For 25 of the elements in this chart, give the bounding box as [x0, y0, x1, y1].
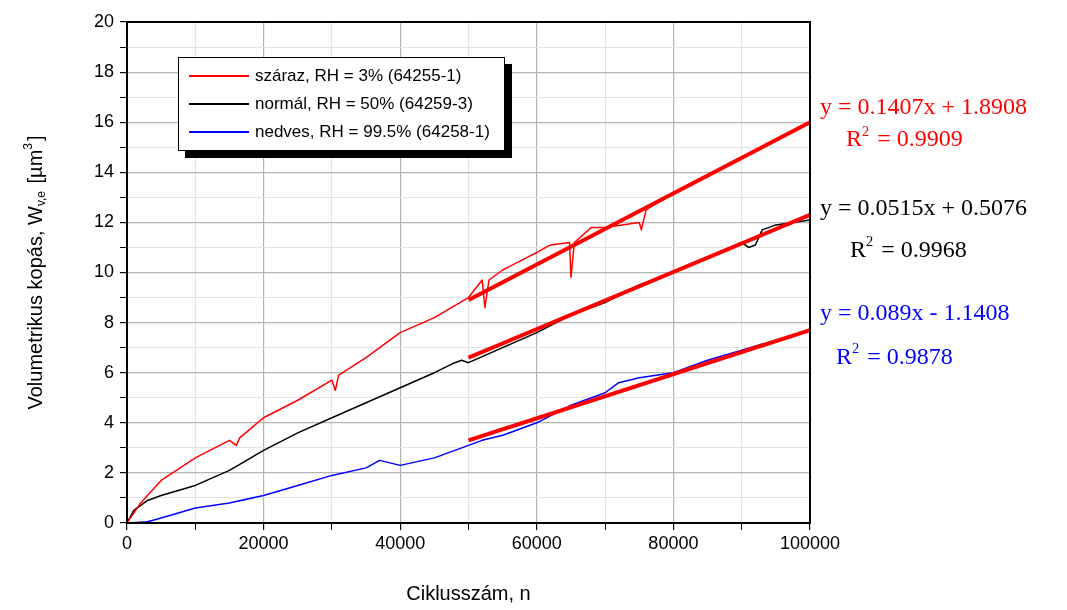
- y-tick-label: 4: [103, 411, 114, 432]
- x-tick-label: 100000: [779, 532, 841, 553]
- legend-label: száraz, RH = 3% (64255-1): [255, 66, 462, 86]
- y-tick-label: 12: [93, 211, 114, 232]
- y-tick-label: 2: [103, 461, 114, 482]
- y-tick-label: 16: [93, 111, 114, 132]
- y-tick-label: 14: [93, 161, 114, 182]
- legend-label: normál, RH = 50% (64259-3): [255, 94, 473, 114]
- y-tick-label: 10: [93, 261, 114, 282]
- text: y = 0.089x - 1.1408: [820, 299, 1010, 326]
- x-tick-label: 40000: [375, 532, 426, 553]
- x-tick-label: 0: [121, 532, 133, 553]
- y-tick-label: 0: [103, 511, 114, 532]
- y-axis-title: Volumetrikus kopás, Wv,e [µm3]: [21, 135, 49, 410]
- text: y = 0.0515x + 0.5076: [820, 194, 1028, 221]
- y-tick-label: 8: [103, 311, 114, 332]
- text: y = 0.1407x + 1.8908: [820, 93, 1028, 120]
- x-tick-label: 20000: [238, 532, 289, 553]
- legend-label: nedves, RH = 99.5% (64258-1): [255, 122, 490, 142]
- y-tick-label: 6: [103, 361, 114, 382]
- x-axis-title: Ciklusszám, n: [406, 581, 531, 604]
- y-tick-label: 18: [93, 61, 114, 82]
- x-tick-label: 60000: [511, 532, 562, 553]
- x-tick-label: 80000: [648, 532, 699, 553]
- y-tick-label: 20: [93, 10, 114, 31]
